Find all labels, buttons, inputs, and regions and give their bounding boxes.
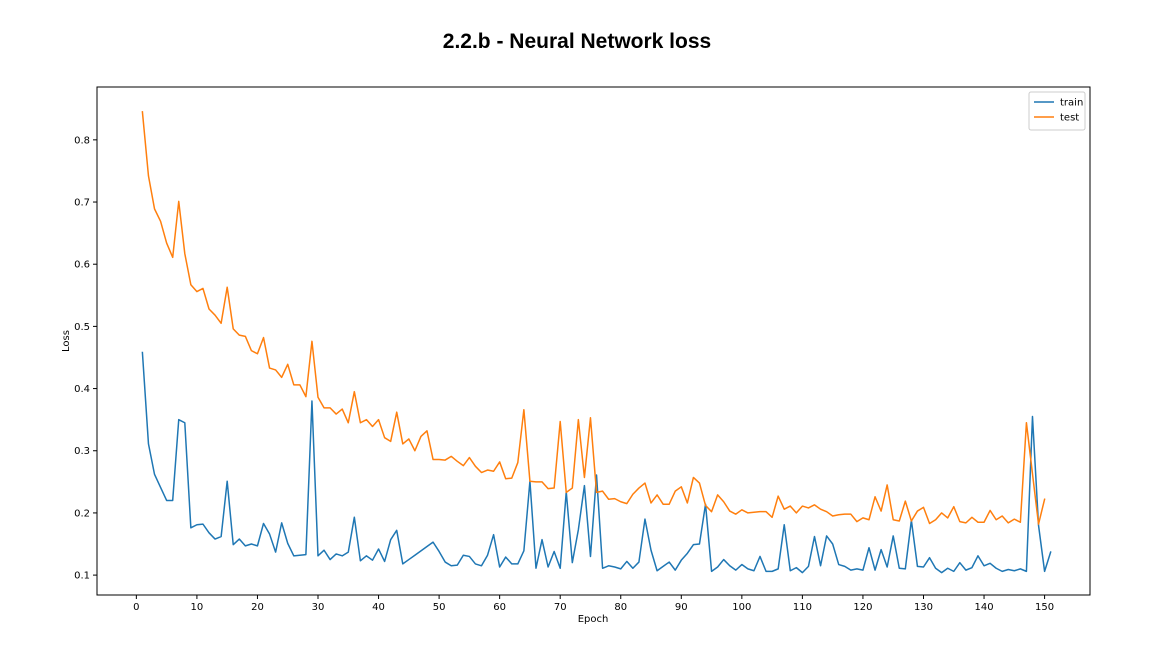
y-tick-label: 0.2 bbox=[74, 508, 90, 519]
legend: train test bbox=[1028, 91, 1086, 131]
x-tick-label: 100 bbox=[732, 602, 751, 613]
x-tick-label: 120 bbox=[853, 602, 872, 613]
y-axis-label: Loss bbox=[61, 330, 72, 352]
x-tick-label: 70 bbox=[554, 602, 567, 613]
y-tick-label: 0.4 bbox=[74, 384, 90, 395]
x-tick-label: 90 bbox=[675, 602, 688, 613]
y-tick-label: 0.6 bbox=[74, 260, 90, 271]
y-tick-label: 0.1 bbox=[74, 571, 90, 582]
chart-title: 2.2.b - Neural Network loss bbox=[442, 30, 712, 53]
legend-label-train: train bbox=[1060, 98, 1083, 109]
y-tick-label: 0.5 bbox=[74, 322, 90, 333]
series-line-train bbox=[141, 351, 1052, 574]
x-tick-label: 110 bbox=[793, 602, 812, 613]
x-tick-label: 150 bbox=[1035, 602, 1054, 613]
x-tick-label: 40 bbox=[372, 602, 385, 613]
x-tick-label: 10 bbox=[191, 602, 204, 613]
x-tick-label: 130 bbox=[914, 602, 933, 613]
x-tick-label: 60 bbox=[493, 602, 506, 613]
x-tick-label: 140 bbox=[974, 602, 993, 613]
x-tick-label: 50 bbox=[433, 602, 446, 613]
y-tick-label: 0.3 bbox=[74, 446, 90, 457]
x-axis-label: Epoch bbox=[578, 614, 609, 625]
y-tick-label: 0.8 bbox=[74, 135, 90, 146]
x-tick-label: 0 bbox=[133, 602, 139, 613]
x-tick-label: 80 bbox=[614, 602, 627, 613]
legend-label-test: test bbox=[1060, 113, 1079, 124]
x-tick-label: 30 bbox=[312, 602, 325, 613]
y-axis: 0.1 0.2 0.3 0.4 0.5 0.6 0.7 0.8 bbox=[74, 135, 97, 582]
y-tick-label: 0.7 bbox=[74, 198, 90, 209]
x-tick-label: 20 bbox=[251, 602, 264, 613]
series-layer bbox=[141, 111, 1052, 574]
series-line-test bbox=[141, 111, 1046, 525]
x-axis: 0 10 20 30 40 50 60 70 80 90 100 110 120 130 140 150 bbox=[133, 595, 1054, 613]
plot-frame bbox=[96, 86, 1091, 596]
